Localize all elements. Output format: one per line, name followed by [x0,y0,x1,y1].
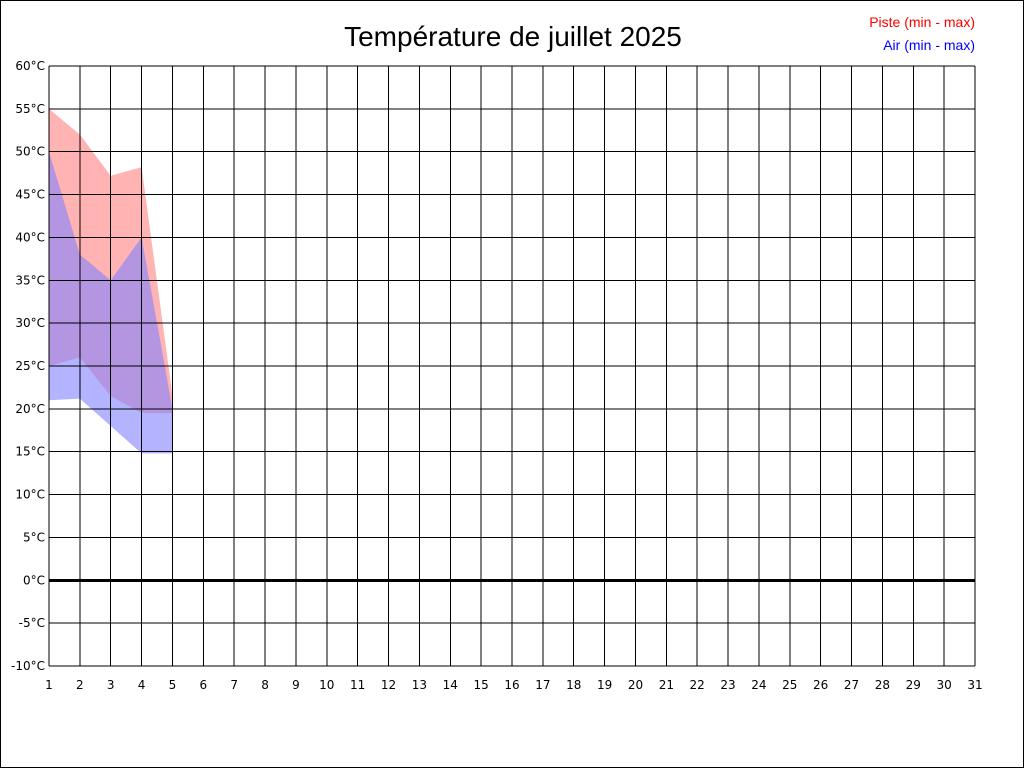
x-tick-label: 26 [813,678,828,692]
x-tick-label: 8 [261,678,269,692]
x-tick-label: 12 [381,678,396,692]
grid-lines [48,65,976,667]
x-tick-label: 11 [350,678,365,692]
y-tick-label: 5°C [23,530,45,544]
x-tick-label: 15 [473,678,488,692]
y-tick-label: -10°C [11,659,45,673]
x-tick-label: 16 [504,678,519,692]
y-tick-label: 55°C [15,102,45,116]
x-tick-label: 20 [628,678,643,692]
y-tick-label: 0°C [23,573,45,587]
x-tick-label: 3 [107,678,115,692]
x-tick-label: 27 [844,678,859,692]
x-tick-label: 14 [443,678,458,692]
y-tick-label: 10°C [15,488,45,502]
x-tick-label: 29 [906,678,921,692]
x-tick-label: 31 [967,678,982,692]
y-tick-label: 30°C [15,316,45,330]
chart-title: Température de juillet 2025 [344,21,682,52]
legend-piste: Piste (min - max) [869,14,975,30]
y-tick-label: 15°C [15,445,45,459]
x-tick-label: 19 [597,678,612,692]
x-tick-label: 7 [230,678,238,692]
x-tick-label: 21 [659,678,674,692]
y-axis-ticks: 60°C 55°C 50°C 45°C 40°C 35°C 30°C 25°C 20°C 15°C… [11,59,45,673]
x-tick-label: 5 [169,678,177,692]
x-tick-label: 13 [412,678,427,692]
y-tick-label: 35°C [15,273,45,287]
x-tick-label: 17 [535,678,550,692]
y-tick-label: 40°C [15,230,45,244]
x-tick-label: 4 [138,678,146,692]
x-tick-label: 9 [292,678,300,692]
y-tick-label: 50°C [15,145,45,159]
x-tick-label: 25 [782,678,797,692]
x-tick-label: 2 [76,678,84,692]
legend-air: Air (min - max) [883,37,975,53]
y-tick-label: 20°C [15,402,45,416]
y-tick-label: 60°C [15,59,45,73]
x-tick-label: 6 [200,678,208,692]
x-tick-label: 24 [751,678,766,692]
y-tick-label: -5°C [19,616,45,630]
y-tick-label: 45°C [15,188,45,202]
x-axis-ticks: 1 2 3 4 5 6 7 8 9 10 11 12 13 14 15 16 17 18 19 20 21 22 23 24 2… [45,678,982,692]
x-tick-label: 22 [690,678,705,692]
x-tick-label: 10 [319,678,334,692]
x-tick-label: 30 [936,678,951,692]
x-tick-label: 23 [720,678,735,692]
x-tick-label: 28 [875,678,890,692]
y-tick-label: 25°C [15,359,45,373]
x-tick-label: 1 [45,678,53,692]
x-tick-label: 18 [566,678,581,692]
